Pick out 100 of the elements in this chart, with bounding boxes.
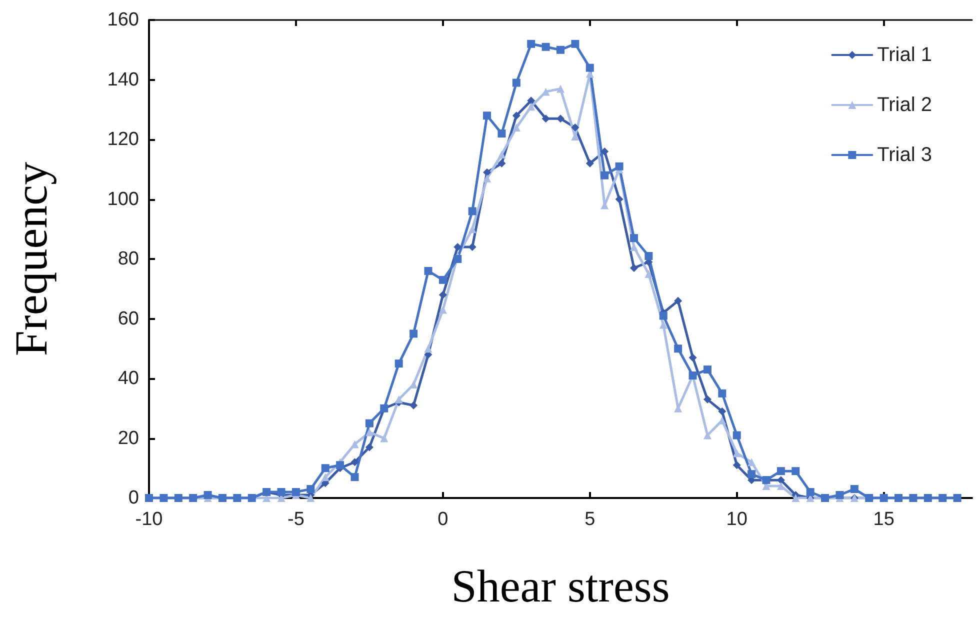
point	[748, 470, 756, 478]
point	[438, 276, 447, 284]
point	[600, 147, 609, 156]
point	[630, 264, 638, 272]
point	[615, 162, 624, 170]
point	[350, 458, 359, 466]
point	[454, 255, 462, 263]
point	[336, 461, 344, 470]
point	[410, 401, 418, 410]
y-tick-label: 120	[107, 129, 139, 150]
point	[600, 171, 609, 180]
point	[424, 266, 432, 275]
point	[365, 428, 374, 436]
point	[659, 312, 668, 320]
point	[792, 494, 800, 502]
point	[718, 389, 726, 398]
x-tick-label: -5	[288, 509, 304, 530]
legend-label: Trial 1	[877, 44, 932, 66]
point	[718, 407, 726, 416]
point	[204, 491, 212, 500]
point	[732, 431, 741, 440]
point	[586, 159, 594, 168]
point	[630, 243, 638, 252]
point	[321, 464, 330, 472]
point	[277, 488, 286, 496]
point	[483, 112, 492, 120]
point	[498, 130, 506, 138]
point	[424, 344, 432, 353]
point	[483, 174, 492, 182]
point	[468, 225, 476, 234]
y-tick-label: 40	[118, 368, 139, 389]
y-tick-label: 20	[118, 428, 139, 449]
point	[468, 243, 476, 252]
point	[776, 467, 785, 476]
x-tick-label: 0	[438, 509, 448, 530]
x-tick-label: 15	[873, 509, 894, 530]
point	[732, 461, 741, 470]
point	[512, 112, 520, 120]
legend-label: Trial 3	[877, 144, 932, 166]
point	[571, 124, 580, 132]
point	[556, 114, 564, 123]
point	[556, 84, 564, 93]
point	[380, 434, 388, 442]
point	[512, 78, 520, 87]
point	[542, 42, 550, 51]
point	[292, 488, 300, 496]
point	[394, 395, 403, 404]
point	[394, 360, 403, 368]
legend-label: Trial 2	[877, 94, 932, 116]
x-tick-label: 10	[726, 509, 748, 530]
point	[674, 344, 682, 353]
point	[644, 270, 653, 278]
point	[571, 40, 580, 48]
point	[454, 243, 462, 252]
x-tick-label: 5	[584, 509, 596, 530]
point	[365, 443, 374, 452]
point	[542, 114, 550, 123]
point	[527, 102, 536, 111]
point	[498, 150, 506, 158]
point	[659, 320, 668, 329]
point	[674, 296, 682, 305]
y-tick-label: 140	[107, 69, 139, 90]
point	[703, 366, 712, 374]
point	[792, 467, 800, 476]
y-tick-label: 60	[118, 308, 139, 330]
point	[630, 234, 638, 242]
point	[806, 488, 814, 496]
point	[365, 419, 374, 428]
x-axis-title: Shear stress	[451, 560, 670, 612]
point	[586, 64, 594, 72]
y-tick-label: 160	[107, 10, 139, 30]
point	[748, 458, 756, 466]
y-tick-label: 80	[118, 248, 139, 270]
point	[306, 485, 315, 494]
x-tick-label: -10	[135, 509, 163, 530]
point	[732, 449, 741, 458]
point	[850, 485, 858, 494]
point	[527, 96, 536, 105]
point	[527, 40, 536, 48]
y-axis-title: Frequency	[6, 162, 56, 356]
point	[615, 195, 624, 204]
point	[306, 494, 315, 502]
point	[703, 431, 712, 440]
point	[644, 252, 653, 260]
point	[350, 473, 359, 482]
point	[688, 354, 697, 362]
point	[556, 46, 564, 54]
point	[438, 306, 447, 314]
point	[468, 207, 476, 216]
point	[321, 473, 330, 482]
point	[410, 330, 418, 338]
point	[703, 395, 712, 404]
point	[512, 124, 520, 132]
y-tick-label: 0	[128, 488, 139, 508]
point	[483, 168, 492, 176]
point	[836, 491, 844, 500]
point	[776, 482, 785, 490]
point	[438, 290, 447, 299]
y-tick-label: 100	[107, 188, 139, 210]
point	[498, 159, 506, 168]
